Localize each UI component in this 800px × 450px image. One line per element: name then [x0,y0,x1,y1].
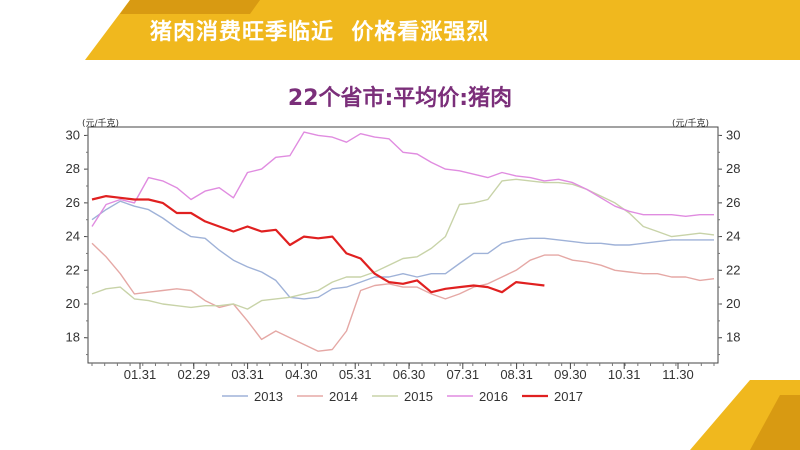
series-line-2013 [91,200,714,300]
series-line-2017 [91,195,545,294]
y-tick-label-right: 26 [726,195,740,210]
y-tick-label-right: 18 [726,330,740,345]
banner-title: 猪肉消费旺季临近 价格看涨强烈 [150,20,490,45]
y-tick-label-left: 30 [66,127,80,142]
x-tick-label: 07.31 [447,367,480,382]
y-tick-label-left: 28 [66,161,80,176]
x-tick-label: 04.30 [285,367,318,382]
unit-label-right: (元/千克) [672,118,709,129]
legend-label-2015: 2015 [404,389,433,404]
x-tick-label: 09.30 [554,367,587,382]
y-tick-label-right: 24 [726,229,740,244]
y-tick-label-left: 20 [66,296,80,311]
unit-label-left: (元/千克) [82,118,119,129]
legend-label-2016: 2016 [479,389,508,404]
y-tick-label-left: 24 [66,229,80,244]
x-tick-label: 05.31 [339,367,372,382]
legend-label-2014: 2014 [329,389,358,404]
plot-frame [87,126,719,364]
series-line-2016 [91,131,714,227]
y-tick-label-left: 22 [66,262,80,277]
legend-label-2013: 2013 [254,389,283,404]
x-tick-label: 03.31 [231,367,264,382]
x-tick-label: 11.30 [662,367,694,382]
y-tick-label-right: 30 [726,127,740,142]
series-line-2015 [91,178,715,310]
series-line-2014 [91,242,715,352]
chart-title: 22个省市:平均价:猪肉 [287,86,513,111]
y-tick-label-left: 26 [66,195,80,210]
legend-label-2017: 2017 [554,389,583,404]
y-tick-label-right: 22 [726,262,740,277]
x-tick-label: 01.31 [124,367,157,382]
y-tick-label-left: 18 [66,330,80,345]
x-tick-label: 02.29 [178,367,211,382]
x-tick-label: 08.31 [500,367,533,382]
banner-accent-stripe [120,0,260,14]
y-tick-label-right: 28 [726,161,740,176]
x-tick-label: 10.31 [608,367,641,382]
y-tick-label-right: 20 [726,296,740,311]
x-tick-label: 06.30 [393,367,426,382]
